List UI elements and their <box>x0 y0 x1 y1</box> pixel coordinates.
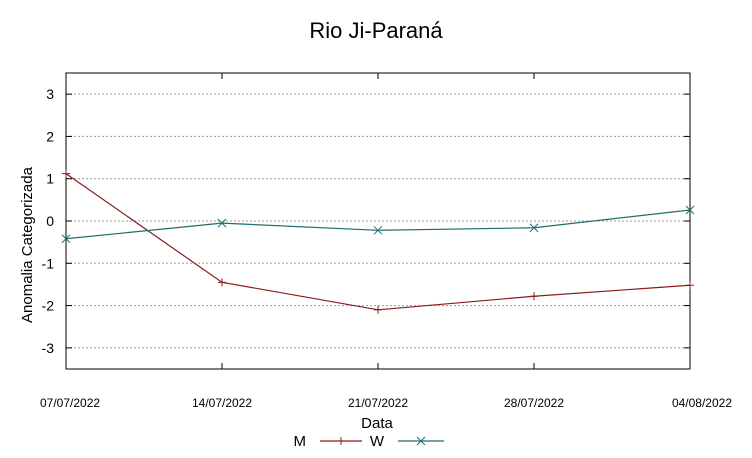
point-marker <box>529 223 539 233</box>
y-axis-ticks: 3 2 1 0 -1 -2 -3 <box>42 86 690 356</box>
plot-frame <box>65 72 691 370</box>
point-marker <box>61 234 71 244</box>
x-tick-label: 04/08/2022 <box>672 396 732 410</box>
legend-label-w: W <box>370 433 385 450</box>
legend-label-m: M <box>294 433 307 450</box>
x-axis-ticks: 07/07/2022 14/07/2022 21/07/2022 28/07/2022… <box>40 73 732 410</box>
y-tick-label: 2 <box>46 128 54 144</box>
y-tick-label: 1 <box>46 171 54 187</box>
point-marker <box>685 205 695 215</box>
x-tick-label: 07/07/2022 <box>40 396 100 410</box>
x-axis-label: Data <box>361 415 393 432</box>
point-marker <box>373 225 383 235</box>
series-lines <box>61 169 695 314</box>
point-marker <box>416 436 426 446</box>
y-tick-label: -3 <box>42 340 55 356</box>
x-tick-label: 14/07/2022 <box>192 396 252 410</box>
series-line-w <box>65 209 691 240</box>
y-axis-label: Anomalia Categorizada <box>19 166 36 323</box>
y-tick-label: 3 <box>46 86 54 102</box>
y-tick-label: 0 <box>46 213 54 229</box>
y-tick-label: -1 <box>42 255 55 271</box>
x-tick-label: 28/07/2022 <box>504 396 564 410</box>
point-marker <box>217 218 227 228</box>
y-tick-label: -2 <box>42 298 55 314</box>
series-line-m <box>65 173 691 311</box>
grid-lines <box>66 93 690 349</box>
x-tick-label: 21/07/2022 <box>348 396 408 410</box>
chart-title: Rio Ji-Paraná <box>309 18 443 43</box>
